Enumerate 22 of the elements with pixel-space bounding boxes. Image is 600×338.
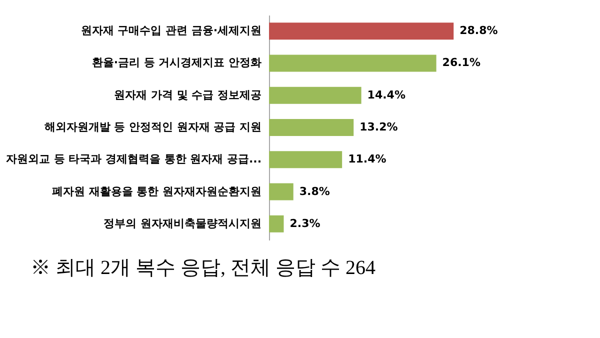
bar bbox=[269, 119, 354, 136]
bar bbox=[269, 215, 284, 232]
y-tick-label: 해외자원개발 등 안정적인 원자재 공급 지원 bbox=[44, 120, 262, 134]
bar bbox=[269, 86, 362, 104]
bar bbox=[269, 151, 342, 168]
data-label: 11.4% bbox=[348, 152, 386, 166]
bar bbox=[269, 183, 294, 200]
bar bbox=[269, 22, 454, 40]
text: ※ 최대 2개 복수 응답, 전체 응답 수 264 bbox=[30, 257, 376, 279]
data-label: 14.4% bbox=[367, 88, 406, 102]
data-label: 28.8% bbox=[460, 24, 498, 38]
y-tick-label: 원자재 가격 및 수급 정보제공 bbox=[114, 88, 262, 102]
data-label: 26.1% bbox=[442, 56, 480, 70]
y-tick-label: 원자재 구매수입 관련 금융·세제지원 bbox=[80, 24, 262, 38]
y-tick-label: 정부의 원자재비축물량적시지원 bbox=[104, 216, 262, 230]
bar bbox=[269, 54, 436, 72]
y-tick-label: 자원외교 등 타국과 경제협력을 통한 원자재 공급... bbox=[6, 152, 262, 166]
y-tick-label: 환율·금리 등 거시경제지표 안정화 bbox=[92, 56, 262, 70]
data-label: 3.8% bbox=[299, 184, 330, 198]
y-tick-label: 폐자원 재활용을 통한 원자재자원순환지원 bbox=[52, 184, 262, 198]
data-label: 2.3% bbox=[290, 216, 320, 230]
data-label: 13.2% bbox=[360, 120, 398, 134]
